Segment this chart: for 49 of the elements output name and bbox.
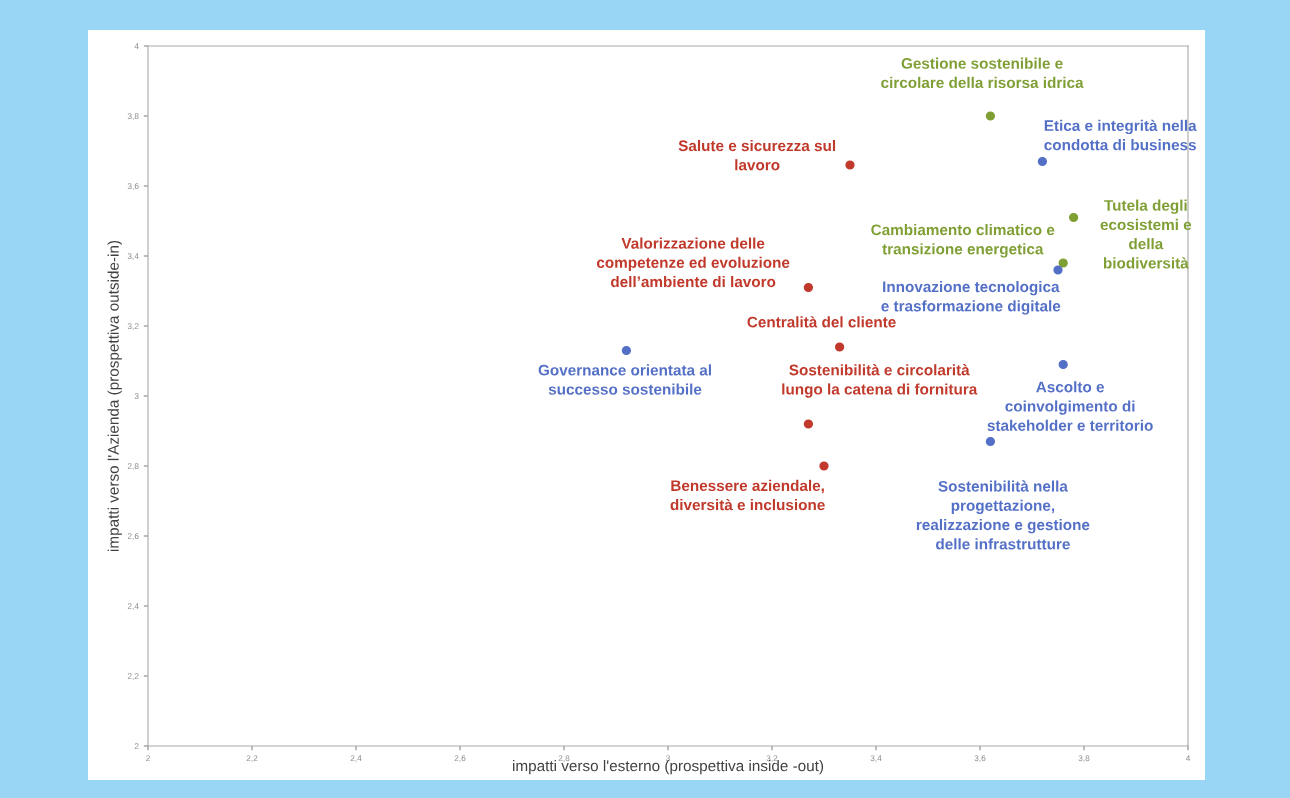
annotation: Tutela degli ecosistemi e della biodiversità [1100, 199, 1192, 269]
annotation: Ascolto e coinvolgimento di stakeholder e territorio [987, 381, 1153, 431]
annotation: Governance orientata al successo sostenibile [538, 364, 711, 395]
x-tick-label: 3,8 [1078, 755, 1090, 763]
point [803, 282, 814, 293]
x-axis-title: impatti verso l'esterno (prospettiva inside -out) [513, 760, 824, 775]
y-tick-label: 2 [134, 743, 139, 750]
y-tick-label: 2,4 [127, 603, 139, 611]
point [845, 160, 855, 170]
point [803, 419, 814, 429]
annotation: Valorizzazione delle competenze ed evoluzione dell’ambiente di lavoro [596, 237, 790, 288]
x-tick-label: 3 [666, 755, 670, 762]
y-tick-label: 2,8 [127, 463, 139, 471]
x-tick-label: 2 [146, 755, 150, 762]
point [1058, 359, 1068, 370]
x-tick-label: 3,6 [974, 755, 986, 763]
x-tick-label: 2,2 [246, 755, 258, 763]
y-tick-label: 3,4 [127, 253, 139, 261]
point [985, 111, 996, 121]
annotation: Cambiamento climatico e transizione energetica [871, 224, 1055, 258]
y-tick-label: 3,8 [127, 113, 139, 121]
annotation: Sostenibilità nella progettazione, realizzazione e gestione delle infrastrutture [916, 480, 1090, 550]
y-tick-label: 2,2 [127, 673, 139, 681]
y-tick-label: 3 [134, 393, 139, 400]
x-tick-label: 2,8 [558, 755, 570, 763]
annotation: Gestione sostenibile e circolare della risorsa idrica [881, 57, 1084, 89]
annotation: Benessere aziendale, diversità e inclusione [670, 479, 825, 511]
point [1058, 258, 1068, 268]
point [834, 342, 845, 352]
y-tick-label: 4 [134, 43, 139, 50]
annotation: Innovazione tecnologica e trasformazione digitale [881, 280, 1061, 315]
point [985, 436, 996, 447]
point [1068, 212, 1079, 223]
annotation: Centralità del cliente [747, 316, 896, 328]
point [819, 461, 829, 471]
y-tick-label: 3,2 [127, 323, 139, 331]
annotation: Salute e sicurezza sul lavoro [678, 139, 836, 171]
x-tick-label: 4 [1185, 755, 1191, 762]
point [1037, 156, 1048, 167]
x-tick-label: 2,4 [350, 755, 362, 763]
y-tick-label: 3,6 [127, 183, 139, 191]
x-tick-label: 2,6 [454, 755, 466, 763]
point [621, 345, 632, 356]
x-tick-label: 3,4 [870, 755, 882, 763]
y-axis-title: impatti verso l'Azienda (prospettiva outside-in) [107, 240, 122, 551]
annotation: Etica e integrità nella condotta di business [1044, 119, 1197, 151]
annotation: Sostenibilità e circolarità lungo la catena di fornitura [782, 364, 978, 398]
point [1053, 265, 1063, 275]
y-tick-label: 2,6 [127, 533, 139, 541]
